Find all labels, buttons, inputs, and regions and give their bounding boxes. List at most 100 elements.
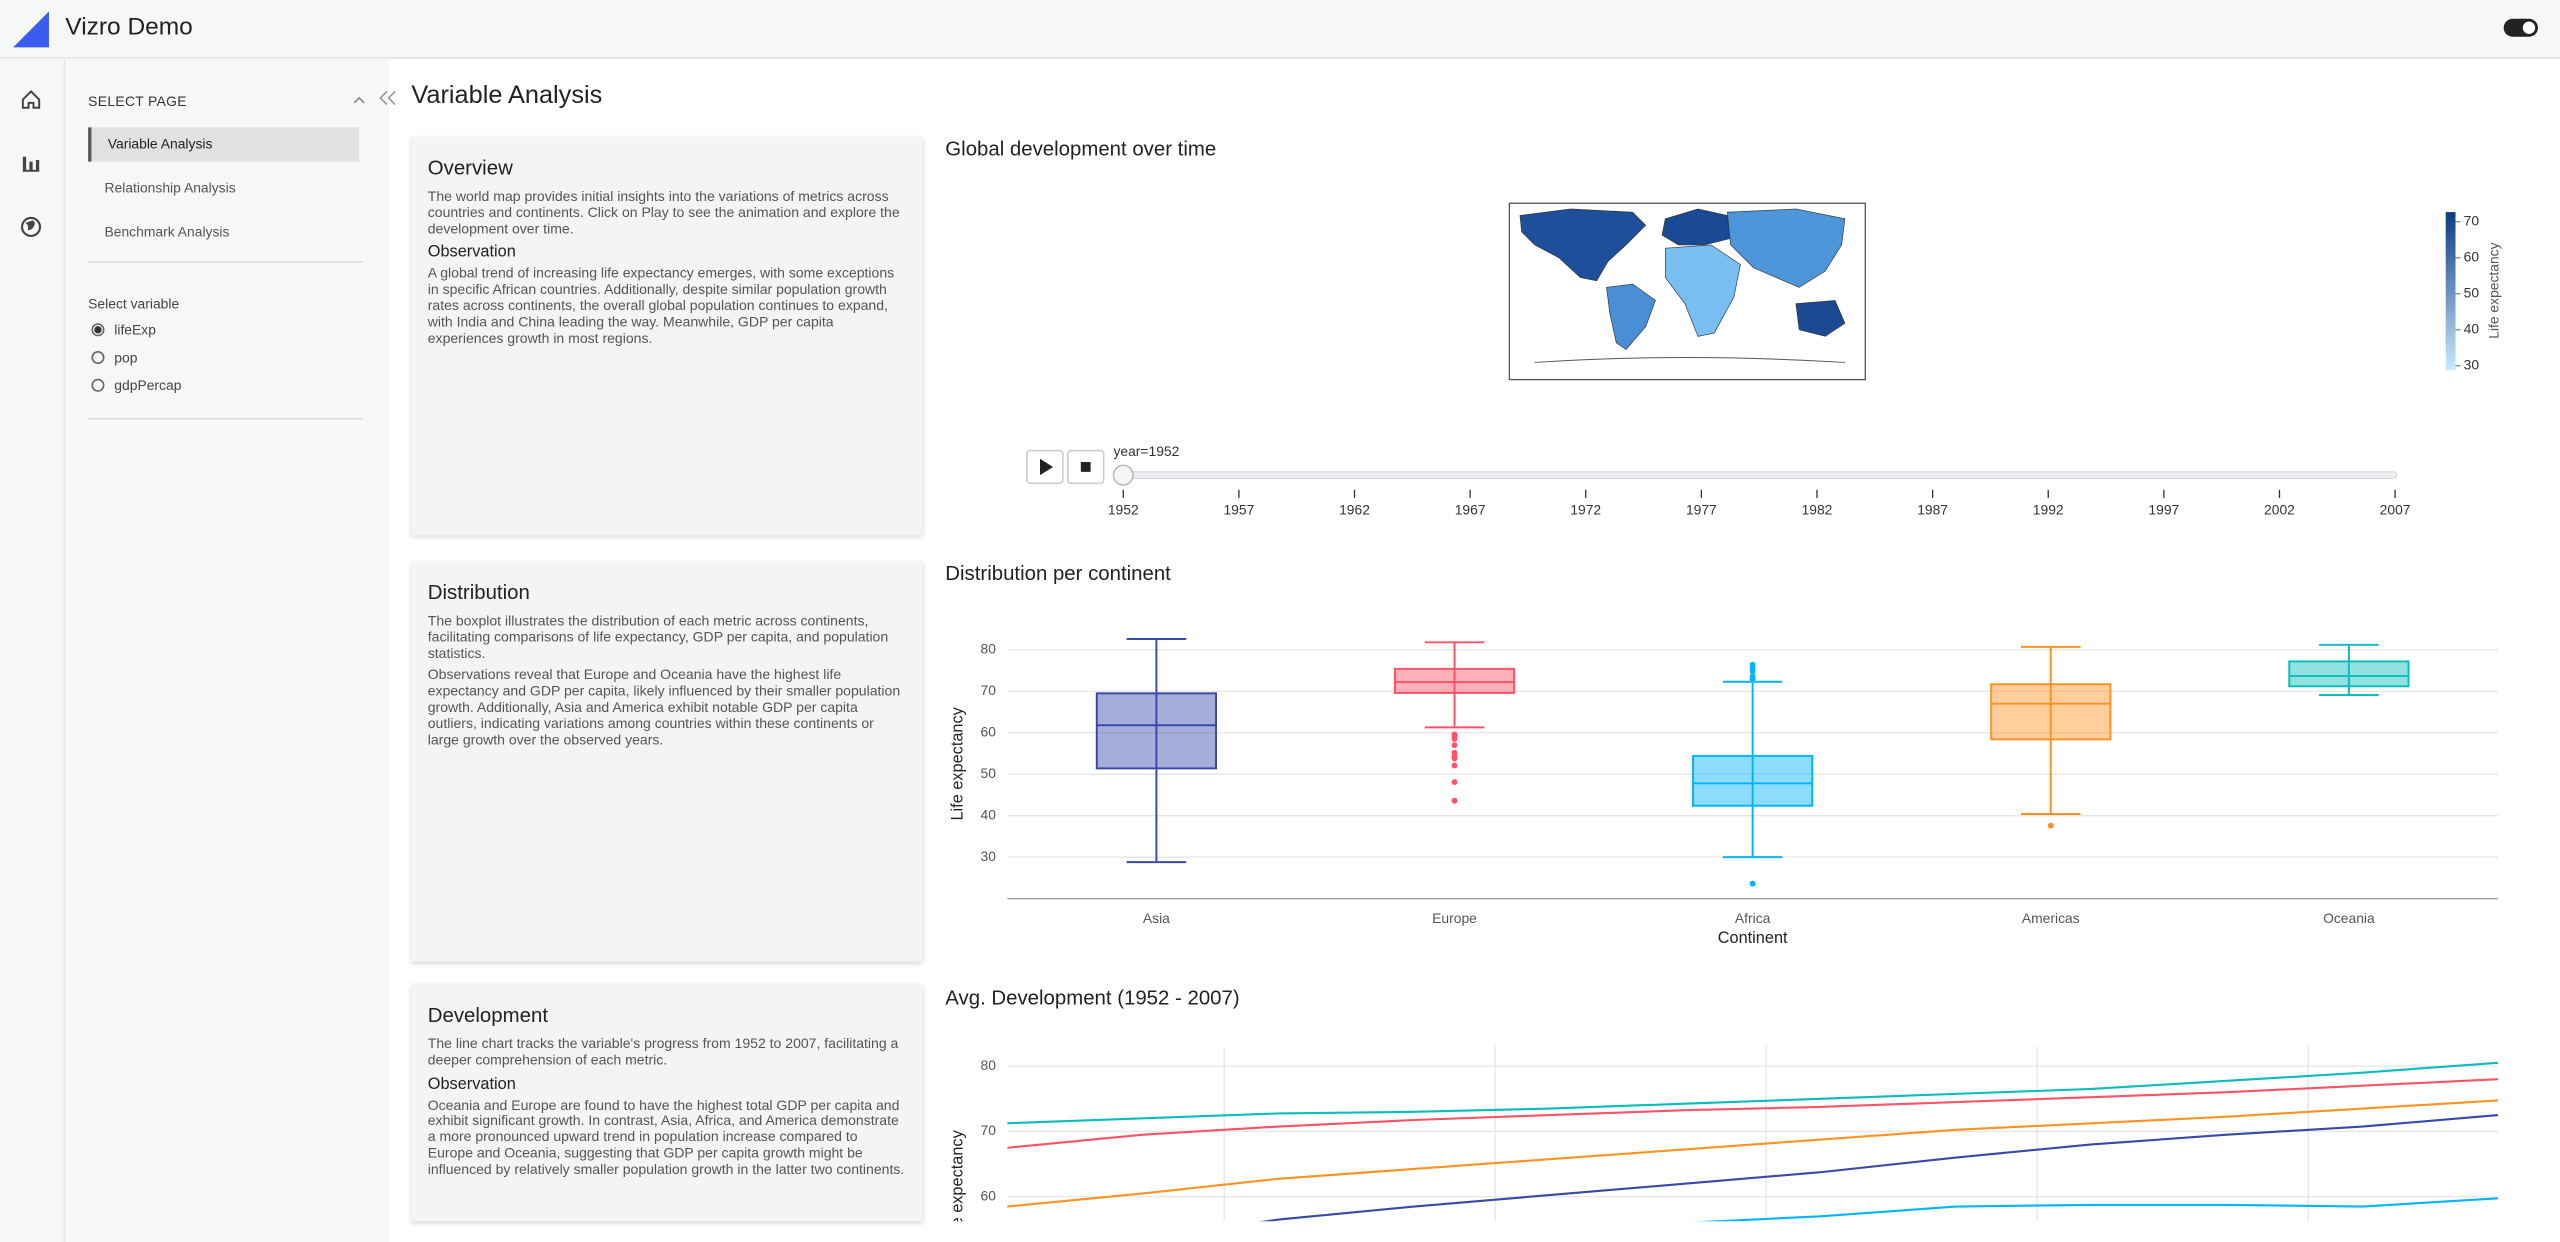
page-title: Variable Analysis [411, 81, 603, 110]
chart-title: Distribution per continent [945, 563, 1171, 585]
world-map[interactable] [1508, 202, 1866, 381]
divider [88, 417, 363, 420]
x-tick-label: Oceania [2323, 910, 2375, 926]
colorbar-tick-label: 60 [2464, 248, 2480, 264]
card-title: Development [427, 1004, 549, 1027]
charts-icon[interactable] [20, 152, 43, 175]
outlier [1451, 762, 1458, 769]
y-tick-label: 50 [980, 765, 996, 781]
stop-button[interactable] [1066, 449, 1105, 485]
globe-icon[interactable] [20, 216, 43, 239]
card-text: The line chart tracks the variable's pro… [427, 1035, 899, 1068]
card-title: Distribution [427, 581, 530, 605]
line-series [1007, 1061, 2499, 1125]
radio-option[interactable]: gdpPercap [91, 376, 181, 396]
colorbar [2445, 212, 2456, 371]
y-tick-label: 70 [980, 682, 996, 698]
box-body [1393, 667, 1516, 694]
outlier [1451, 797, 1458, 804]
outlier [2047, 822, 2054, 829]
line-series [1696, 1197, 2499, 1222]
radio-label: gdpPercap [114, 377, 182, 394]
card-text: Observations reveal that Europe and Ocea… [427, 666, 901, 748]
y-tick-label: 30 [980, 848, 996, 864]
y-tick-label: 60 [980, 723, 996, 739]
radio-option[interactable]: pop [91, 348, 137, 368]
slider-step-label: 1982 [1802, 502, 1833, 518]
radio-label: pop [114, 349, 138, 366]
slider-step-label: 1977 [1686, 502, 1717, 518]
play-button[interactable] [1026, 449, 1064, 485]
x-tick-label: Europe [1432, 910, 1477, 926]
nav-link[interactable]: Relationship Analysis [104, 179, 236, 196]
card-text: The world map provides initial insights … [427, 187, 900, 237]
line-series [1259, 1114, 2499, 1222]
outlier [1451, 736, 1458, 742]
home-icon[interactable] [20, 88, 43, 111]
slider-step-label: 2007 [2380, 502, 2411, 518]
card-text: The boxplot illustrates the distribution… [427, 612, 889, 661]
x-tick-label: Americas [2022, 910, 2080, 926]
divider [88, 261, 363, 263]
box-body [1095, 692, 1218, 770]
nav-panel: SELECT PAGE Variable Analysis Relationsh… [65, 58, 389, 1242]
logo[interactable] [13, 10, 52, 49]
radio-label: lifeExp [114, 321, 156, 338]
text-card: Distribution The boxplot illustrates the… [411, 561, 923, 962]
slider-track [1119, 471, 2398, 479]
slider-step-label: 1962 [1339, 502, 1370, 518]
y-tick-label: 80 [980, 1057, 996, 1073]
outlier [1749, 880, 1756, 887]
y-tick-label: 60 [980, 1187, 996, 1203]
slider-step-label: 1972 [1570, 502, 1601, 518]
card-title: Overview [427, 156, 513, 180]
card-text: A global trend of increasing life expect… [427, 265, 895, 346]
line-series [1007, 1099, 2499, 1208]
slider-step-label: 1952 [1108, 502, 1139, 518]
box-body [1692, 754, 1814, 807]
nav-link[interactable]: Variable Analysis [88, 127, 360, 162]
x-axis-title: Continent [1718, 929, 1788, 947]
collapse-nav[interactable] [379, 90, 399, 106]
theme-toggle[interactable] [2503, 18, 2539, 38]
nav-link[interactable]: Benchmark Analysis [104, 223, 230, 240]
slider-handle[interactable] [1112, 464, 1134, 486]
slider-step-label: 1992 [2033, 502, 2064, 518]
box [1990, 645, 2112, 829]
y-tick-label: 70 [980, 1122, 996, 1138]
colorbar-tick-label: 30 [2464, 356, 2480, 372]
card-subtitle: Observation [427, 243, 516, 262]
chart-title: Avg. Development (1952 - 2007) [945, 988, 1239, 1010]
card-text: Oceania and Europe are found to have the… [427, 1096, 905, 1177]
slider-label: year=1952 [1113, 443, 1179, 459]
box [1095, 638, 1218, 864]
box [2288, 643, 2410, 696]
y-axis-title: Life expectancy [949, 1129, 967, 1242]
x-tick-label: Africa [1735, 910, 1771, 926]
box [1692, 661, 1814, 887]
colorbar-tick-label: 70 [2464, 212, 2480, 228]
box [1393, 641, 1516, 804]
y-tick-label: 80 [980, 640, 996, 656]
x-tick-label: Asia [1143, 910, 1170, 926]
chart-title: Global development over time [945, 139, 1216, 161]
outlier [1749, 673, 1756, 680]
colorbar-tick-label: 50 [2464, 284, 2480, 300]
outlier [1749, 661, 1756, 668]
outlier [1451, 755, 1458, 762]
colorbar-title: Life expectancy [2485, 242, 2501, 338]
colorbar-tick-label: 40 [2464, 320, 2480, 336]
collapse-icon[interactable] [351, 93, 367, 106]
text-card: Overview The world map provides initial … [411, 137, 923, 536]
header: Vizro Demo [0, 0, 2560, 59]
outlier [1451, 779, 1458, 786]
slider-step-label: 1957 [1223, 502, 1254, 518]
card-subtitle: Observation [427, 1075, 516, 1094]
slider-step-label: 1997 [2148, 502, 2179, 518]
slider-step-label: 1967 [1455, 502, 1486, 518]
slider-step-label: 2002 [2264, 502, 2295, 518]
y-axis-title: Life expectancy [949, 706, 967, 820]
radio-option[interactable]: lifeExp [91, 320, 156, 340]
